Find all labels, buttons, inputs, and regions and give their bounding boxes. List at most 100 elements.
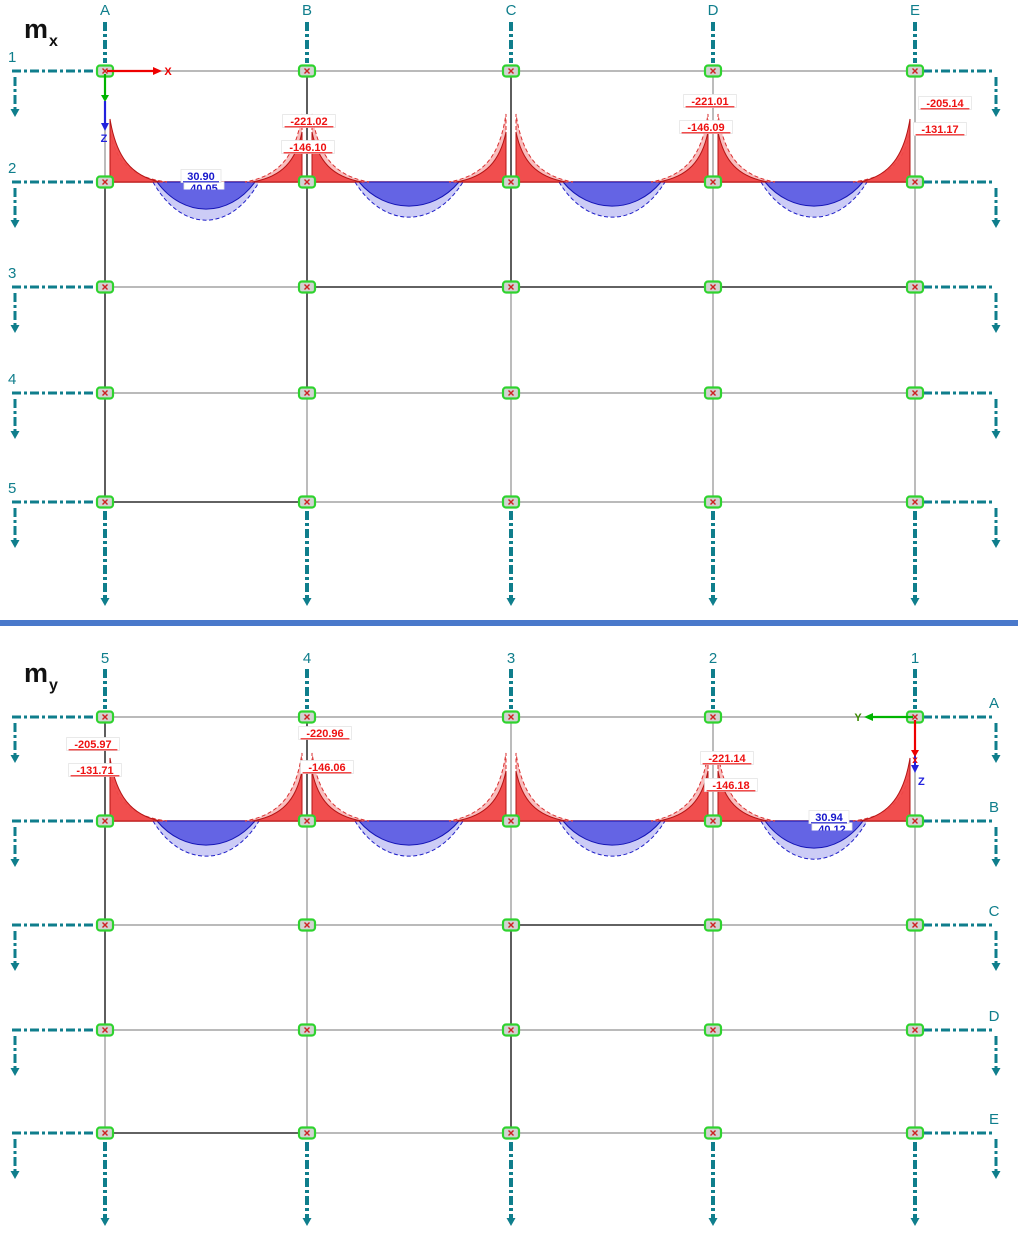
arrowhead-down-icon	[708, 598, 718, 606]
value-label[interactable]: -205.14	[918, 96, 972, 111]
support-node[interactable]	[297, 280, 317, 294]
value-label[interactable]: -131.71	[68, 763, 122, 778]
support-node[interactable]	[501, 280, 521, 294]
support-node[interactable]	[297, 386, 317, 400]
arrowhead-down-icon	[991, 325, 1001, 333]
arrowhead-down-icon	[100, 598, 110, 606]
support-node[interactable]	[297, 495, 317, 509]
support-node[interactable]	[905, 1126, 925, 1140]
z-axis-arrowhead-icon	[101, 123, 109, 131]
value-label[interactable]: -146.18	[704, 778, 758, 793]
negative-moment-dark	[251, 131, 303, 183]
support-node[interactable]	[297, 64, 317, 78]
arrowhead-down-icon	[302, 598, 312, 606]
support-node[interactable]	[905, 280, 925, 294]
arrowhead-down-icon	[991, 220, 1001, 228]
support-node[interactable]	[905, 918, 925, 932]
support-node[interactable]	[905, 495, 925, 509]
arrowhead-down-icon	[10, 431, 20, 439]
support-node[interactable]	[297, 918, 317, 932]
support-node[interactable]	[95, 495, 115, 509]
support-node[interactable]	[501, 918, 521, 932]
arrowhead-down-icon	[10, 963, 20, 971]
positive-moment-dark	[561, 181, 663, 207]
support-node[interactable]	[703, 1126, 723, 1140]
support-node[interactable]	[95, 280, 115, 294]
support-node[interactable]	[703, 918, 723, 932]
positive-moment-dark	[156, 181, 256, 210]
support-node[interactable]	[297, 175, 317, 189]
support-node[interactable]	[297, 710, 317, 724]
support-node[interactable]	[905, 175, 925, 189]
grid-row-label: E	[989, 1111, 999, 1128]
value-label-bg	[808, 810, 850, 824]
node-x-icon	[304, 1027, 310, 1033]
node-x-icon	[508, 68, 514, 74]
support-node[interactable]	[501, 710, 521, 724]
node-x-icon	[304, 499, 310, 505]
support-node[interactable]	[501, 64, 521, 78]
node-x-icon	[102, 179, 108, 185]
node-x-icon	[102, 714, 108, 720]
value-label-text: -146.10	[289, 142, 326, 154]
value-label[interactable]: -205.97	[66, 737, 120, 752]
support-node[interactable]	[501, 1126, 521, 1140]
support-node[interactable]	[297, 1126, 317, 1140]
value-label[interactable]: -146.09	[679, 120, 733, 135]
arrowhead-down-icon	[991, 431, 1001, 439]
support-node[interactable]	[297, 1023, 317, 1037]
support-node[interactable]	[95, 1126, 115, 1140]
support-node[interactable]	[703, 386, 723, 400]
value-label[interactable]: -131.17	[913, 122, 967, 137]
support-node[interactable]	[95, 386, 115, 400]
value-label[interactable]: -146.06	[300, 760, 354, 775]
support-node[interactable]	[703, 495, 723, 509]
support-node[interactable]	[703, 175, 723, 189]
grid-row-label: 5	[8, 480, 16, 497]
support-node[interactable]	[95, 814, 115, 828]
grid-row-label: 2	[8, 160, 16, 177]
value-label[interactable]: -146.10	[281, 140, 335, 155]
node-x-icon	[710, 284, 716, 290]
support-node[interactable]	[501, 1023, 521, 1037]
support-node[interactable]	[95, 918, 115, 932]
value-label[interactable]: -221.01	[683, 94, 737, 109]
support-node[interactable]	[297, 814, 317, 828]
support-node[interactable]	[501, 814, 521, 828]
value-label[interactable]: -221.14	[700, 751, 754, 766]
support-node[interactable]	[95, 710, 115, 724]
value-label[interactable]: 40.12	[811, 822, 853, 837]
value-label[interactable]: 30.90	[180, 169, 222, 184]
value-label[interactable]: 40.05	[183, 181, 225, 196]
support-node[interactable]	[703, 1023, 723, 1037]
support-node[interactable]	[703, 710, 723, 724]
support-node[interactable]	[703, 64, 723, 78]
grid-row-label: A	[989, 695, 999, 712]
value-label-bg	[683, 94, 737, 108]
support-node[interactable]	[905, 814, 925, 828]
support-node[interactable]	[905, 386, 925, 400]
negative-moment-dark	[515, 770, 567, 822]
support-node[interactable]	[95, 175, 115, 189]
value-label-bg	[679, 120, 733, 134]
node-x-icon	[710, 179, 716, 185]
support-node[interactable]	[501, 495, 521, 509]
support-node[interactable]	[905, 1023, 925, 1037]
value-label[interactable]: 30.94	[808, 810, 850, 825]
support-node[interactable]	[501, 175, 521, 189]
value-label[interactable]: -220.96	[298, 726, 352, 741]
arrowhead-down-icon	[10, 1171, 20, 1179]
arrowhead-down-icon	[10, 220, 20, 228]
value-label-bg	[918, 96, 972, 110]
value-label[interactable]: -221.02	[282, 114, 336, 129]
panel-separator	[0, 620, 1018, 626]
support-node[interactable]	[703, 814, 723, 828]
support-node[interactable]	[95, 1023, 115, 1037]
negative-moment-dark	[311, 770, 363, 822]
support-node[interactable]	[501, 386, 521, 400]
support-node[interactable]	[703, 280, 723, 294]
support-node[interactable]	[905, 64, 925, 78]
node-x-icon	[508, 1027, 514, 1033]
